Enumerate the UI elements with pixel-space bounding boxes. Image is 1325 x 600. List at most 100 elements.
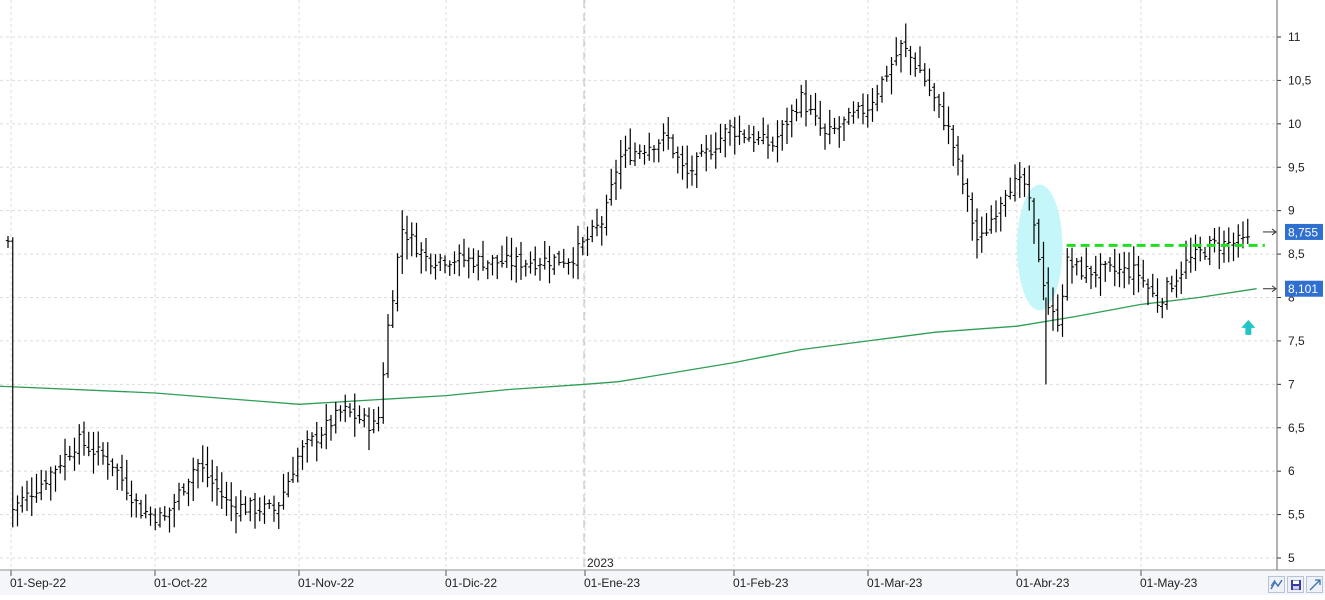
y-tick-label: 8 (1288, 291, 1295, 305)
ohlc-bar (1150, 273, 1155, 298)
ohlc-bar (898, 39, 904, 73)
ohlc-bar (989, 205, 994, 234)
scale-icon[interactable] (1268, 576, 1285, 593)
ohlc-bar (1031, 197, 1037, 244)
ohlc-bar (72, 437, 77, 471)
ohlc-bar (542, 240, 547, 270)
ohlc-bar (257, 497, 262, 522)
price-label-box (1285, 280, 1323, 297)
ohlc-bar (229, 482, 234, 522)
ohlc-bar (338, 405, 343, 422)
ohlc-bar (666, 117, 671, 150)
ohlc-bar (846, 107, 851, 125)
ohlc-bar (243, 496, 248, 516)
y-tick-label: 5 (1288, 551, 1295, 565)
moving-average-line (0, 288, 1257, 405)
ohlc-bar (884, 65, 889, 82)
ohlc-bar (409, 222, 414, 257)
ohlc-bar (395, 253, 400, 312)
ohlc-bar (214, 466, 220, 506)
resistance-layer (1066, 243, 1265, 335)
ohlc-bar (713, 132, 718, 169)
ohlc-bar (970, 192, 975, 241)
save-icon[interactable] (1287, 576, 1304, 593)
ohlc-bar (566, 258, 571, 275)
ohlc-bar (865, 94, 870, 128)
ohlc-bar (1008, 177, 1013, 200)
ohlc-bar (238, 490, 243, 522)
ohlc-bar (571, 247, 576, 279)
ohlc-bar (447, 260, 452, 276)
ohlc-bar (680, 145, 685, 180)
ohlc-bar (979, 216, 984, 253)
ohlc-bar (81, 421, 87, 456)
ohlc-bar (300, 440, 305, 470)
ohlc-bar (210, 459, 215, 502)
grid (0, 0, 1277, 570)
y-tick-label: 6 (1288, 464, 1295, 478)
ohlc-bar (286, 472, 291, 498)
x-tick-label: 01-Ene-23 (584, 576, 640, 590)
ohlc-bar (936, 93, 942, 118)
ohlc-bar (366, 407, 372, 451)
ohlc-bar (124, 459, 129, 501)
x-tick-label: 01-Nov-22 (298, 576, 354, 590)
ohlc-bar (442, 255, 448, 274)
ohlc-bar (15, 495, 20, 527)
ohlc-bar (376, 406, 381, 432)
ohlc-bar (162, 506, 167, 521)
ohlc-bar (789, 104, 794, 138)
x-tick-label: 01-Dic-22 (445, 576, 497, 590)
ohlc-bar (552, 254, 557, 275)
price-pointer-head (1271, 228, 1277, 236)
ohlc-bar (105, 442, 110, 480)
ohlc-bar (219, 472, 224, 509)
ohlc-bar (860, 93, 866, 125)
ohlc-bar (727, 119, 733, 146)
ohlc-bar (148, 506, 153, 526)
year-label: 2023 (587, 556, 614, 570)
ohlc-bar (433, 254, 438, 280)
ohlc-bar (1188, 237, 1193, 273)
ohlc-bar (670, 134, 676, 159)
ohlc-bar (110, 458, 115, 477)
price-label-text: 8,101 (1288, 282, 1318, 296)
ohlc-bar (319, 426, 324, 449)
ohlc-bar (438, 253, 443, 272)
ohlc-bar (770, 136, 775, 152)
ohlc-bar (138, 499, 144, 519)
ohlc-bar (1198, 236, 1203, 262)
ohlc-bar (290, 456, 296, 483)
ohlc-bar (742, 129, 747, 144)
ohlc-bar (1041, 241, 1046, 301)
ohlc-bar (1231, 232, 1236, 262)
ohlc-bar (176, 482, 182, 511)
ohlc-bar (96, 431, 101, 466)
ohlc-bar (1003, 190, 1008, 217)
ohlc-bar (43, 470, 49, 491)
y-tick-label: 7 (1288, 377, 1295, 391)
ohlc-bar (537, 257, 543, 281)
ohlc-bar (157, 507, 163, 528)
expand-icon[interactable] (1306, 576, 1323, 593)
ohlc-bar (91, 431, 96, 474)
ohlc-bar (585, 226, 590, 257)
y-tick-label: 7,5 (1288, 334, 1305, 348)
highlight-ellipse (1016, 184, 1063, 311)
y-tick-label: 10 (1288, 117, 1302, 131)
ohlc-bar (609, 168, 614, 206)
ohlc-bar (1131, 246, 1136, 296)
ohlc-bar (675, 146, 680, 174)
ohlc-bar (965, 178, 970, 212)
ohlc-bar (414, 222, 419, 258)
annotation-layer (1016, 184, 1063, 311)
ohlc-bar (10, 237, 15, 528)
ohlc-bar (547, 246, 552, 284)
x-tick-label: 01-Sep-22 (10, 576, 66, 590)
ohlc-bar (647, 132, 652, 161)
ohlc-bar (946, 106, 951, 145)
ohlc-bar (1074, 257, 1079, 276)
ohlc-bar (24, 480, 30, 512)
